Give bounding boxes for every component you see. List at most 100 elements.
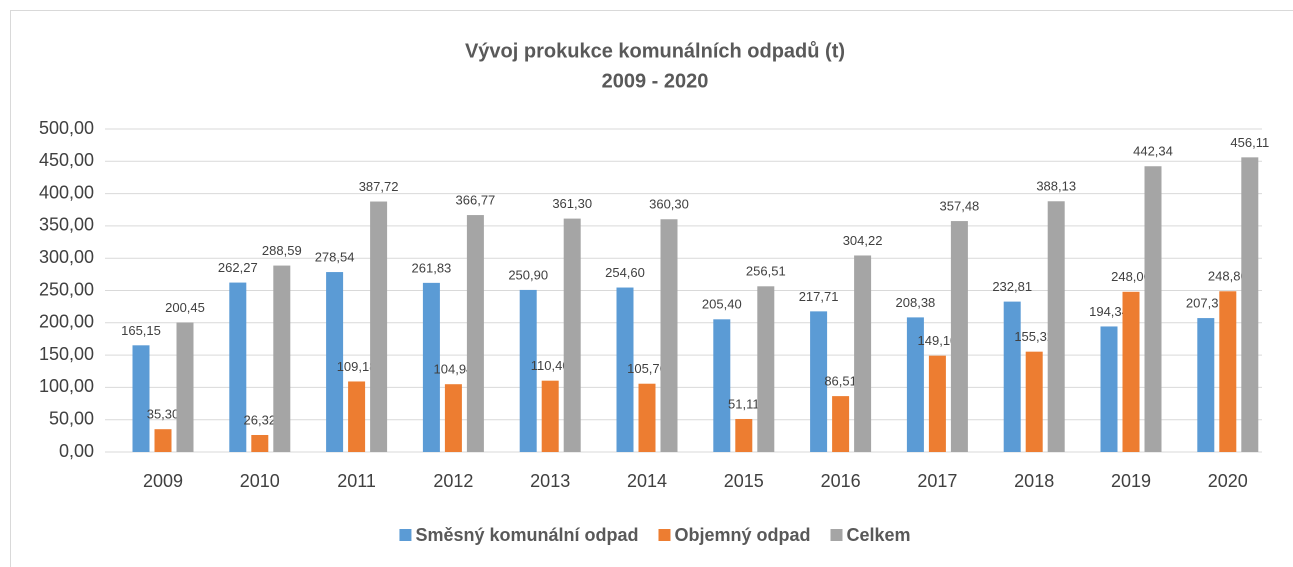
bar bbox=[810, 311, 828, 452]
bar bbox=[1144, 166, 1162, 453]
x-tick-label: 2010 bbox=[240, 471, 280, 491]
chart-title: Vývoj prokukce komunálních odpadů (t) bbox=[465, 40, 845, 62]
data-label: 35,30 bbox=[147, 407, 180, 422]
bar bbox=[1003, 301, 1021, 452]
bar bbox=[326, 272, 344, 452]
bar bbox=[1241, 157, 1259, 452]
legend-label: Celkem bbox=[847, 525, 911, 545]
data-label: 207,31 bbox=[1186, 296, 1226, 311]
data-label: 442,34 bbox=[1133, 144, 1173, 159]
data-label: 250,90 bbox=[508, 267, 548, 282]
data-label: 256,51 bbox=[746, 264, 786, 279]
y-tick-label: 150,00 bbox=[39, 344, 94, 364]
x-tick-label: 2016 bbox=[821, 471, 861, 491]
bar bbox=[854, 255, 872, 452]
data-label: 194,34 bbox=[1089, 304, 1129, 319]
chart-subtitle: 2009 - 2020 bbox=[602, 70, 709, 92]
data-label: 456,11 bbox=[1230, 135, 1269, 150]
y-tick-label: 200,00 bbox=[39, 312, 94, 332]
bar bbox=[519, 289, 537, 452]
bar bbox=[638, 383, 656, 452]
bar bbox=[1122, 291, 1140, 452]
data-label: 232,81 bbox=[992, 279, 1032, 294]
bar bbox=[616, 287, 634, 452]
bar bbox=[1047, 201, 1065, 452]
y-tick-label: 50,00 bbox=[49, 408, 94, 428]
data-label: 261,83 bbox=[412, 260, 452, 275]
y-tick-label: 350,00 bbox=[39, 215, 94, 235]
bar bbox=[229, 282, 247, 452]
legend-label: Směsný komunální odpad bbox=[415, 525, 638, 545]
data-label: 254,60 bbox=[605, 265, 645, 280]
y-tick-label: 100,00 bbox=[39, 376, 94, 396]
data-label: 248,00 bbox=[1111, 269, 1151, 284]
y-tick-label: 400,00 bbox=[39, 182, 94, 202]
data-label: 387,72 bbox=[359, 179, 399, 194]
y-tick-label: 0,00 bbox=[59, 441, 94, 461]
legend-label: Objemný odpad bbox=[674, 525, 810, 545]
bar bbox=[466, 215, 484, 452]
data-label: 86,51 bbox=[824, 374, 857, 389]
bar bbox=[1197, 318, 1215, 452]
bar bbox=[1100, 326, 1118, 452]
y-tick-label: 300,00 bbox=[39, 247, 94, 267]
bar bbox=[950, 221, 968, 452]
chart-border bbox=[10, 10, 1293, 567]
data-label: 262,27 bbox=[218, 260, 258, 275]
y-tick-label: 500,00 bbox=[39, 118, 94, 138]
data-label: 149,10 bbox=[918, 333, 958, 348]
bar bbox=[928, 355, 946, 452]
data-label: 366,77 bbox=[456, 193, 496, 208]
x-tick-label: 2018 bbox=[1014, 471, 1054, 491]
x-tick-label: 2011 bbox=[337, 471, 376, 491]
bar bbox=[660, 219, 678, 452]
legend-swatch bbox=[658, 529, 671, 541]
data-label: 360,30 bbox=[649, 197, 689, 212]
bar bbox=[563, 218, 581, 452]
bar bbox=[422, 282, 440, 452]
legend-swatch bbox=[399, 529, 412, 541]
bar bbox=[251, 434, 269, 452]
data-label: 248,80 bbox=[1208, 269, 1248, 284]
data-label: 388,13 bbox=[1036, 179, 1076, 194]
bar bbox=[757, 286, 775, 452]
bar bbox=[832, 396, 850, 452]
bar bbox=[906, 317, 924, 452]
data-label: 288,59 bbox=[262, 243, 302, 258]
data-label: 200,45 bbox=[165, 300, 205, 315]
bar bbox=[444, 384, 462, 452]
x-tick-label: 2015 bbox=[724, 471, 764, 491]
x-tick-label: 2013 bbox=[530, 471, 570, 491]
x-tick-label: 2009 bbox=[143, 471, 183, 491]
bar bbox=[273, 265, 291, 452]
bar bbox=[348, 381, 366, 452]
bar bbox=[1025, 351, 1043, 452]
data-label: 278,54 bbox=[315, 250, 355, 265]
bar bbox=[735, 418, 753, 452]
data-label: 109,18 bbox=[337, 359, 377, 374]
data-label: 165,15 bbox=[121, 323, 161, 338]
data-label: 357,48 bbox=[940, 199, 980, 214]
x-tick-label: 2019 bbox=[1111, 471, 1151, 491]
bar bbox=[176, 322, 194, 452]
bar bbox=[1219, 291, 1237, 452]
y-tick-label: 450,00 bbox=[39, 150, 94, 170]
y-tick-label: 250,00 bbox=[39, 279, 94, 299]
data-label: 26,32 bbox=[244, 412, 277, 427]
data-label: 155,32 bbox=[1014, 329, 1054, 344]
x-tick-label: 2020 bbox=[1208, 471, 1248, 491]
data-label: 51,11 bbox=[728, 396, 760, 411]
data-label: 361,30 bbox=[552, 196, 592, 211]
data-label: 105,70 bbox=[627, 361, 667, 376]
data-label: 217,71 bbox=[799, 289, 839, 304]
bar bbox=[154, 429, 172, 452]
bar bbox=[541, 380, 559, 452]
legend-swatch bbox=[830, 529, 843, 541]
data-label: 205,40 bbox=[702, 297, 742, 312]
x-tick-label: 2017 bbox=[917, 471, 957, 491]
data-label: 304,22 bbox=[843, 233, 883, 248]
data-label: 110,40 bbox=[531, 358, 570, 373]
data-label: 208,38 bbox=[896, 295, 936, 310]
x-tick-label: 2014 bbox=[627, 471, 667, 491]
